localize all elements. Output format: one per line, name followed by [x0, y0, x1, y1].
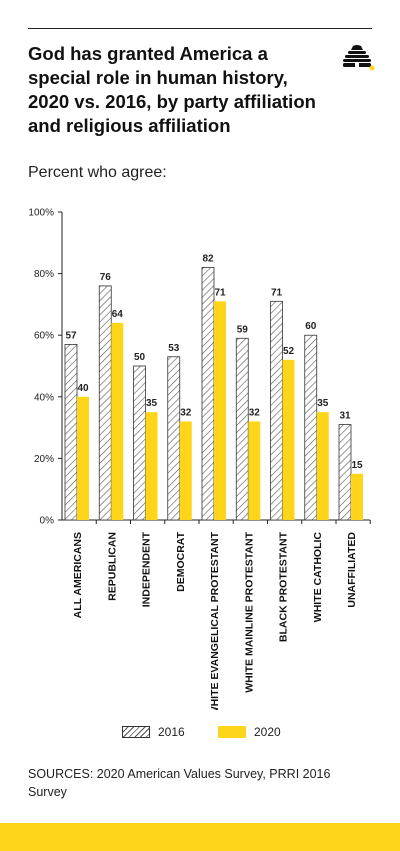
x-category-label: BLACK PROTESTANT	[278, 531, 290, 642]
sources-note: SOURCES: 2020 American Values Survey, PR…	[28, 767, 331, 799]
beehive-icon	[343, 45, 375, 71]
data-label-2020: 32	[180, 407, 192, 418]
bar-2020	[111, 322, 124, 520]
x-category-label: WHITE EVANGELICAL PROTESTANT	[209, 531, 221, 710]
bar-2020	[248, 421, 261, 520]
data-label-2020: 15	[351, 460, 363, 471]
data-label-2020: 64	[112, 309, 124, 320]
bar-2020	[145, 412, 158, 520]
bar-2016	[235, 337, 249, 521]
data-label-2016: 57	[65, 330, 77, 341]
x-category-label: UNAFFILIATED	[346, 532, 358, 608]
bar-2016	[201, 267, 215, 521]
bar-2016	[270, 300, 283, 521]
y-tick-label: 40%	[34, 392, 54, 403]
bar-2020	[316, 412, 329, 520]
x-category-label: INDEPENDENT	[141, 531, 153, 607]
bar-2016	[304, 334, 318, 521]
x-category-label: DEMOCRAT	[175, 531, 187, 591]
chart-subtitle: Percent who agree:	[28, 164, 167, 181]
x-category-label: WHITE MAINLINE PROTESTANT	[243, 531, 255, 692]
legend-label-2016: 2016	[158, 725, 185, 739]
data-label-2016: 60	[305, 321, 317, 332]
legend-label-2020: 2020	[254, 725, 281, 739]
bar-2020	[179, 421, 192, 520]
y-tick-label: 0%	[40, 516, 55, 527]
data-label-2016: 76	[100, 272, 112, 283]
x-category-label: ALL AMERICANS	[72, 532, 84, 618]
bar-2020	[77, 396, 89, 520]
data-label-2016: 82	[202, 253, 214, 264]
legend-swatch-2016	[122, 726, 150, 738]
y-tick-label: 100%	[28, 208, 54, 219]
footer-accent-bar	[0, 823, 400, 851]
bar-2016	[133, 365, 146, 521]
chart-title: God has granted America a special role i…	[28, 43, 316, 136]
bar-chart: 0% 20% 40% 60% 80% 100% 57 40 ALL AMERICANS 76 64 R…	[28, 208, 371, 710]
x-category-label: WHITE CATHOLIC	[312, 532, 324, 623]
legend-item-2016: 2016	[122, 724, 185, 740]
legend-item-2020: 2020	[218, 724, 281, 740]
legend-swatch-2020	[218, 726, 246, 738]
bar-2016	[167, 356, 181, 521]
bar-2020	[351, 473, 363, 520]
bar-2020	[282, 359, 295, 520]
y-tick-label: 60%	[34, 331, 54, 342]
data-label-2016: 59	[237, 324, 249, 335]
data-label-2020: 32	[249, 407, 261, 418]
bar-2020	[214, 301, 226, 520]
data-label-2020: 71	[214, 287, 226, 298]
data-label-2016: 31	[339, 411, 351, 422]
data-label-2016: 71	[271, 287, 283, 298]
data-label-2016: 53	[168, 343, 180, 354]
bar-2016	[98, 285, 112, 521]
y-tick-label: 80%	[34, 269, 54, 280]
data-label-2020: 35	[317, 398, 329, 409]
bar-2016	[338, 424, 352, 521]
data-label-2020: 35	[146, 398, 158, 409]
data-label-2020: 40	[77, 383, 89, 394]
top-divider	[28, 28, 372, 29]
data-label-2020: 52	[283, 346, 295, 357]
x-category-label: REPUBLICAN	[106, 532, 118, 601]
data-label-2016: 50	[134, 352, 146, 363]
y-tick-label: 20%	[34, 454, 54, 465]
bar-2016	[64, 344, 78, 521]
